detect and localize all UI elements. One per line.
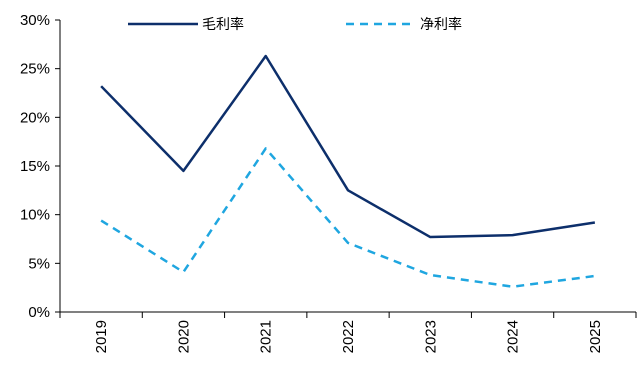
legend-label-1: 毛利率: [202, 16, 244, 33]
series-line-1: [100, 54, 596, 239]
y-axis-ticks: 0% 5% 10% 15% 20% 25% 30%: [20, 12, 60, 321]
y-tick-label: 25%: [20, 61, 50, 78]
legend-label-2: 净利率: [420, 16, 462, 33]
x-tick-label: 2020: [175, 320, 192, 353]
x-tick-label: 2019: [93, 320, 110, 353]
y-tick-label: 5%: [28, 255, 50, 272]
y-tick-label: 20%: [20, 109, 50, 126]
axes: [59, 20, 636, 313]
x-tick-label: 2022: [340, 320, 357, 353]
y-tick-label: 15%: [20, 158, 50, 175]
series-line-2: [100, 147, 596, 288]
x-tick-label: 2024: [505, 320, 522, 353]
x-axis-ticks: 2019 2020 2021 2022 2023 2024 2025: [59, 312, 637, 353]
x-tick-label: 2025: [587, 320, 604, 353]
x-tick-label: 2023: [422, 320, 439, 353]
y-tick-label: 0%: [28, 304, 50, 321]
x-tick-label: 2021: [258, 320, 275, 353]
legend: 毛利率 净利率: [128, 16, 462, 33]
y-tick-label: 30%: [20, 12, 50, 29]
y-tick-label: 10%: [20, 207, 50, 224]
series-lines: [100, 54, 596, 288]
